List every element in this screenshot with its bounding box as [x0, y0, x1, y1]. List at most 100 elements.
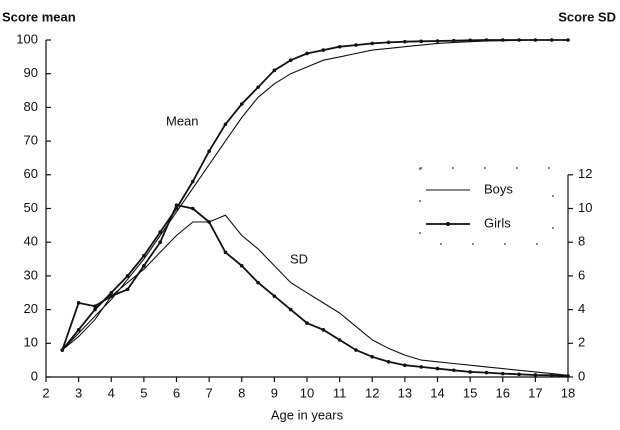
y2-tick-label: 12 — [578, 166, 592, 181]
y-tick-label: 30 — [24, 267, 38, 282]
marker — [468, 38, 472, 43]
marker — [484, 38, 489, 42]
legend-box — [419, 167, 554, 245]
line — [61, 39, 568, 351]
marker — [125, 274, 130, 278]
marker — [354, 348, 358, 352]
y-tick-label: 90 — [24, 65, 38, 80]
x-tick-label: 11 — [333, 385, 347, 400]
y-tick-label: 20 — [24, 301, 38, 316]
marker — [109, 294, 114, 298]
marker — [158, 240, 162, 244]
x-tick-label: 15 — [463, 385, 477, 400]
marker — [321, 48, 326, 52]
marker — [142, 263, 146, 268]
marker — [403, 363, 407, 368]
y2-tick-label: 2 — [578, 335, 585, 350]
marker — [370, 354, 375, 359]
marker — [500, 371, 505, 376]
line — [61, 204, 569, 377]
marker — [256, 280, 260, 285]
marker — [272, 68, 277, 73]
y-tick-label: 70 — [24, 133, 38, 148]
y-tick-label: 60 — [24, 166, 38, 181]
marker — [76, 301, 81, 305]
x-tick-label: 9 — [271, 385, 278, 400]
x-tick-label: 7 — [206, 385, 213, 400]
marker — [549, 38, 554, 42]
marker — [533, 373, 538, 377]
y-tick-label: 0 — [31, 368, 38, 383]
marker — [288, 58, 293, 63]
x-tick-label: 4 — [108, 385, 115, 400]
marker — [517, 38, 521, 42]
x-tick-label: 8 — [238, 385, 245, 400]
marker — [452, 368, 456, 373]
marker — [93, 307, 97, 312]
y-tick-label: 40 — [24, 234, 38, 249]
marker — [354, 43, 358, 47]
marker — [549, 373, 554, 378]
marker — [386, 40, 391, 45]
marker — [566, 374, 570, 378]
annotation: Mean — [166, 113, 199, 128]
marker — [93, 304, 97, 309]
marker — [370, 41, 375, 46]
marker — [288, 307, 293, 312]
line — [61, 39, 568, 351]
legend-label: Girls — [484, 215, 511, 230]
marker — [191, 206, 195, 211]
marker — [125, 287, 130, 292]
marker — [517, 372, 521, 377]
y-tick-label: 50 — [24, 200, 38, 215]
marker — [256, 85, 260, 89]
marker — [452, 38, 456, 43]
x-tick-label: 5 — [140, 385, 147, 400]
marker — [223, 250, 228, 255]
marker — [76, 328, 81, 332]
legend-label: Boys — [484, 181, 513, 196]
x-tick-label: 6 — [173, 385, 180, 400]
marker — [174, 203, 179, 207]
y2-tick-label: 8 — [578, 234, 585, 249]
marker — [223, 122, 228, 127]
marker — [533, 38, 538, 42]
marker — [191, 179, 195, 184]
x-tick-label: 10 — [300, 385, 314, 400]
marker — [435, 39, 440, 43]
y2-tick-label: 10 — [578, 200, 592, 215]
marker — [468, 370, 472, 374]
y2-tick-label: 4 — [578, 301, 585, 316]
marker — [500, 38, 505, 42]
marker — [337, 338, 342, 342]
marker — [419, 39, 423, 44]
y-axis-label: Score mean — [2, 9, 76, 24]
marker — [484, 370, 489, 375]
x-tick-label: 16 — [496, 385, 510, 400]
y-tick-label: 10 — [24, 335, 38, 350]
marker — [305, 321, 309, 325]
annotation: SD — [290, 251, 308, 266]
marker — [386, 360, 391, 364]
marker — [305, 51, 309, 56]
x-tick-label: 3 — [75, 385, 82, 400]
y-tick-label: 100 — [16, 31, 38, 46]
marker — [419, 365, 423, 369]
y2-axis-label: Score SD — [558, 9, 616, 24]
y-tick-label: 80 — [24, 99, 38, 114]
line — [61, 214, 569, 376]
x-tick-label: 13 — [398, 385, 412, 400]
marker — [403, 39, 407, 44]
marker — [142, 253, 146, 258]
marker — [566, 38, 570, 42]
marker — [239, 263, 244, 268]
marker — [60, 348, 65, 352]
marker — [321, 328, 326, 332]
marker — [109, 290, 114, 295]
x-axis-label: Age in years — [271, 407, 344, 422]
x-tick-label: 2 — [42, 385, 49, 400]
y2-tick-label: 6 — [578, 267, 585, 282]
marker — [272, 294, 277, 298]
marker — [337, 44, 342, 49]
